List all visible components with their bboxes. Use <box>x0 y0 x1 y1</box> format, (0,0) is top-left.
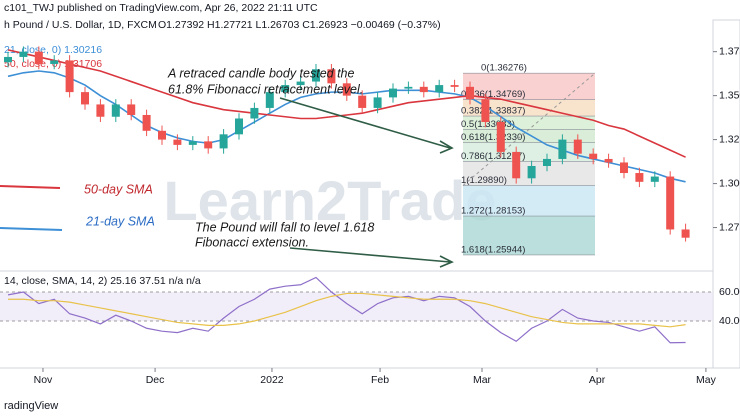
y-tick-label: 40.00 <box>719 315 740 327</box>
x-tick-label: Apr <box>589 374 606 386</box>
candle-body <box>34 51 43 64</box>
annotation: A retraced candle body tested the <box>167 66 355 80</box>
annotation: The Pound will fall to level 1.618 <box>195 220 374 234</box>
annotation: 61.8% Fibonacci retracement level. <box>168 82 363 96</box>
fib-label: 0.618(1.32330) <box>461 132 525 143</box>
candle-body <box>50 60 59 64</box>
candle-body <box>81 92 90 105</box>
candle-body <box>188 141 197 145</box>
candle-body <box>127 104 136 115</box>
rsi-line <box>8 292 686 328</box>
watermark: Learn2Trade <box>163 169 496 232</box>
candle-body <box>558 139 567 159</box>
candle-body <box>281 85 290 93</box>
candle-body <box>327 69 336 84</box>
candle-body <box>4 56 13 63</box>
x-tick-label: Mar <box>473 374 492 386</box>
candle-body <box>219 134 228 149</box>
candle-body <box>619 162 628 174</box>
candle-body <box>573 139 582 154</box>
candle-body <box>142 114 151 131</box>
candle-body <box>450 85 459 87</box>
candle-body <box>158 130 167 140</box>
candle-body <box>19 51 28 57</box>
arrow <box>279 97 454 154</box>
y-tick-label: 1.35000 <box>719 89 740 101</box>
y-tick-label: 1.27500 <box>719 221 740 233</box>
candle-body <box>481 99 490 123</box>
fib-label: 0.5(1.33083) <box>461 119 515 130</box>
sma-line <box>7 49 686 158</box>
candle-body <box>111 104 120 117</box>
y-tick-label: 1.37500 <box>719 45 740 57</box>
fib-band <box>463 216 595 255</box>
price-axis <box>712 19 740 369</box>
candle-body <box>465 86 474 100</box>
fib-label: 1.618(1.25944) <box>461 244 525 255</box>
candle-body <box>311 69 320 82</box>
symbol: h Pound / U.S. Dollar, 1D, FXCM <box>4 19 157 31</box>
candle-body <box>358 95 367 108</box>
candle-body <box>604 158 613 163</box>
candle-body <box>204 141 213 149</box>
arrow <box>289 247 454 268</box>
x-tick-label: May <box>696 374 717 386</box>
rsi-line <box>7 276 686 344</box>
candle-body <box>296 81 305 86</box>
fib-label: 0(1.36276) <box>481 63 527 74</box>
candle-body <box>404 86 413 89</box>
candle-body <box>235 118 244 135</box>
candle-body <box>173 139 182 145</box>
candle-body <box>666 176 675 230</box>
fib-band <box>463 116 595 130</box>
footer-logo: radingView <box>4 400 58 412</box>
candle-body <box>250 107 259 119</box>
candle-body <box>419 86 428 93</box>
x-tick-label: Feb <box>371 374 389 386</box>
candle-body <box>681 229 690 238</box>
candle-body <box>512 151 521 179</box>
rsi-title: 14, close, SMA, 14, 2) 25.16 37.51 n/a n… <box>4 275 201 287</box>
annotation: 21-day SMA <box>85 214 155 228</box>
annotation: Fibonacci extension. <box>195 235 309 249</box>
publisher: c101_TWJ published on TradingView.com, A… <box>4 2 318 14</box>
y-tick-label: 1.30000 <box>719 177 740 189</box>
candle-body <box>496 122 505 152</box>
legend-entry: 21, close, 0) 1.30216 <box>4 44 102 56</box>
candle-body <box>65 60 74 93</box>
candle-body <box>265 92 274 108</box>
candle-body <box>635 173 644 182</box>
sma-pointer <box>0 185 61 189</box>
fib-label: 0.786(1.31257) <box>461 151 525 162</box>
y-tick-label: 60.00 <box>719 286 740 298</box>
fib-label: 1.272(1.28153) <box>461 206 525 217</box>
candle-body <box>650 176 659 182</box>
candle-body <box>435 85 444 93</box>
candle-body <box>342 83 351 96</box>
x-tick-label: Dec <box>146 374 165 386</box>
candle-body <box>542 158 551 166</box>
fib-label: 0.236(1.34769) <box>461 89 525 100</box>
candle-body <box>388 88 397 98</box>
rsi-band <box>0 292 713 322</box>
sma-pointer <box>0 227 63 231</box>
annotation: 50-day SMA <box>84 182 153 196</box>
x-tick-label: 2022 <box>260 374 284 386</box>
candle-body <box>527 165 536 179</box>
candle-body <box>373 97 382 108</box>
fib-trend <box>462 72 596 186</box>
ohlc: O1.27392 H1.27721 L1.26703 C1.26923 −0.0… <box>158 19 441 31</box>
fib-band <box>463 185 595 217</box>
candle-body <box>589 153 598 159</box>
y-tick-label: 1.32500 <box>719 133 740 145</box>
fib-label: 1(1.29890) <box>461 175 507 186</box>
fib-band <box>463 99 595 117</box>
x-tick-label: Nov <box>34 374 53 386</box>
candle-body <box>96 104 105 117</box>
